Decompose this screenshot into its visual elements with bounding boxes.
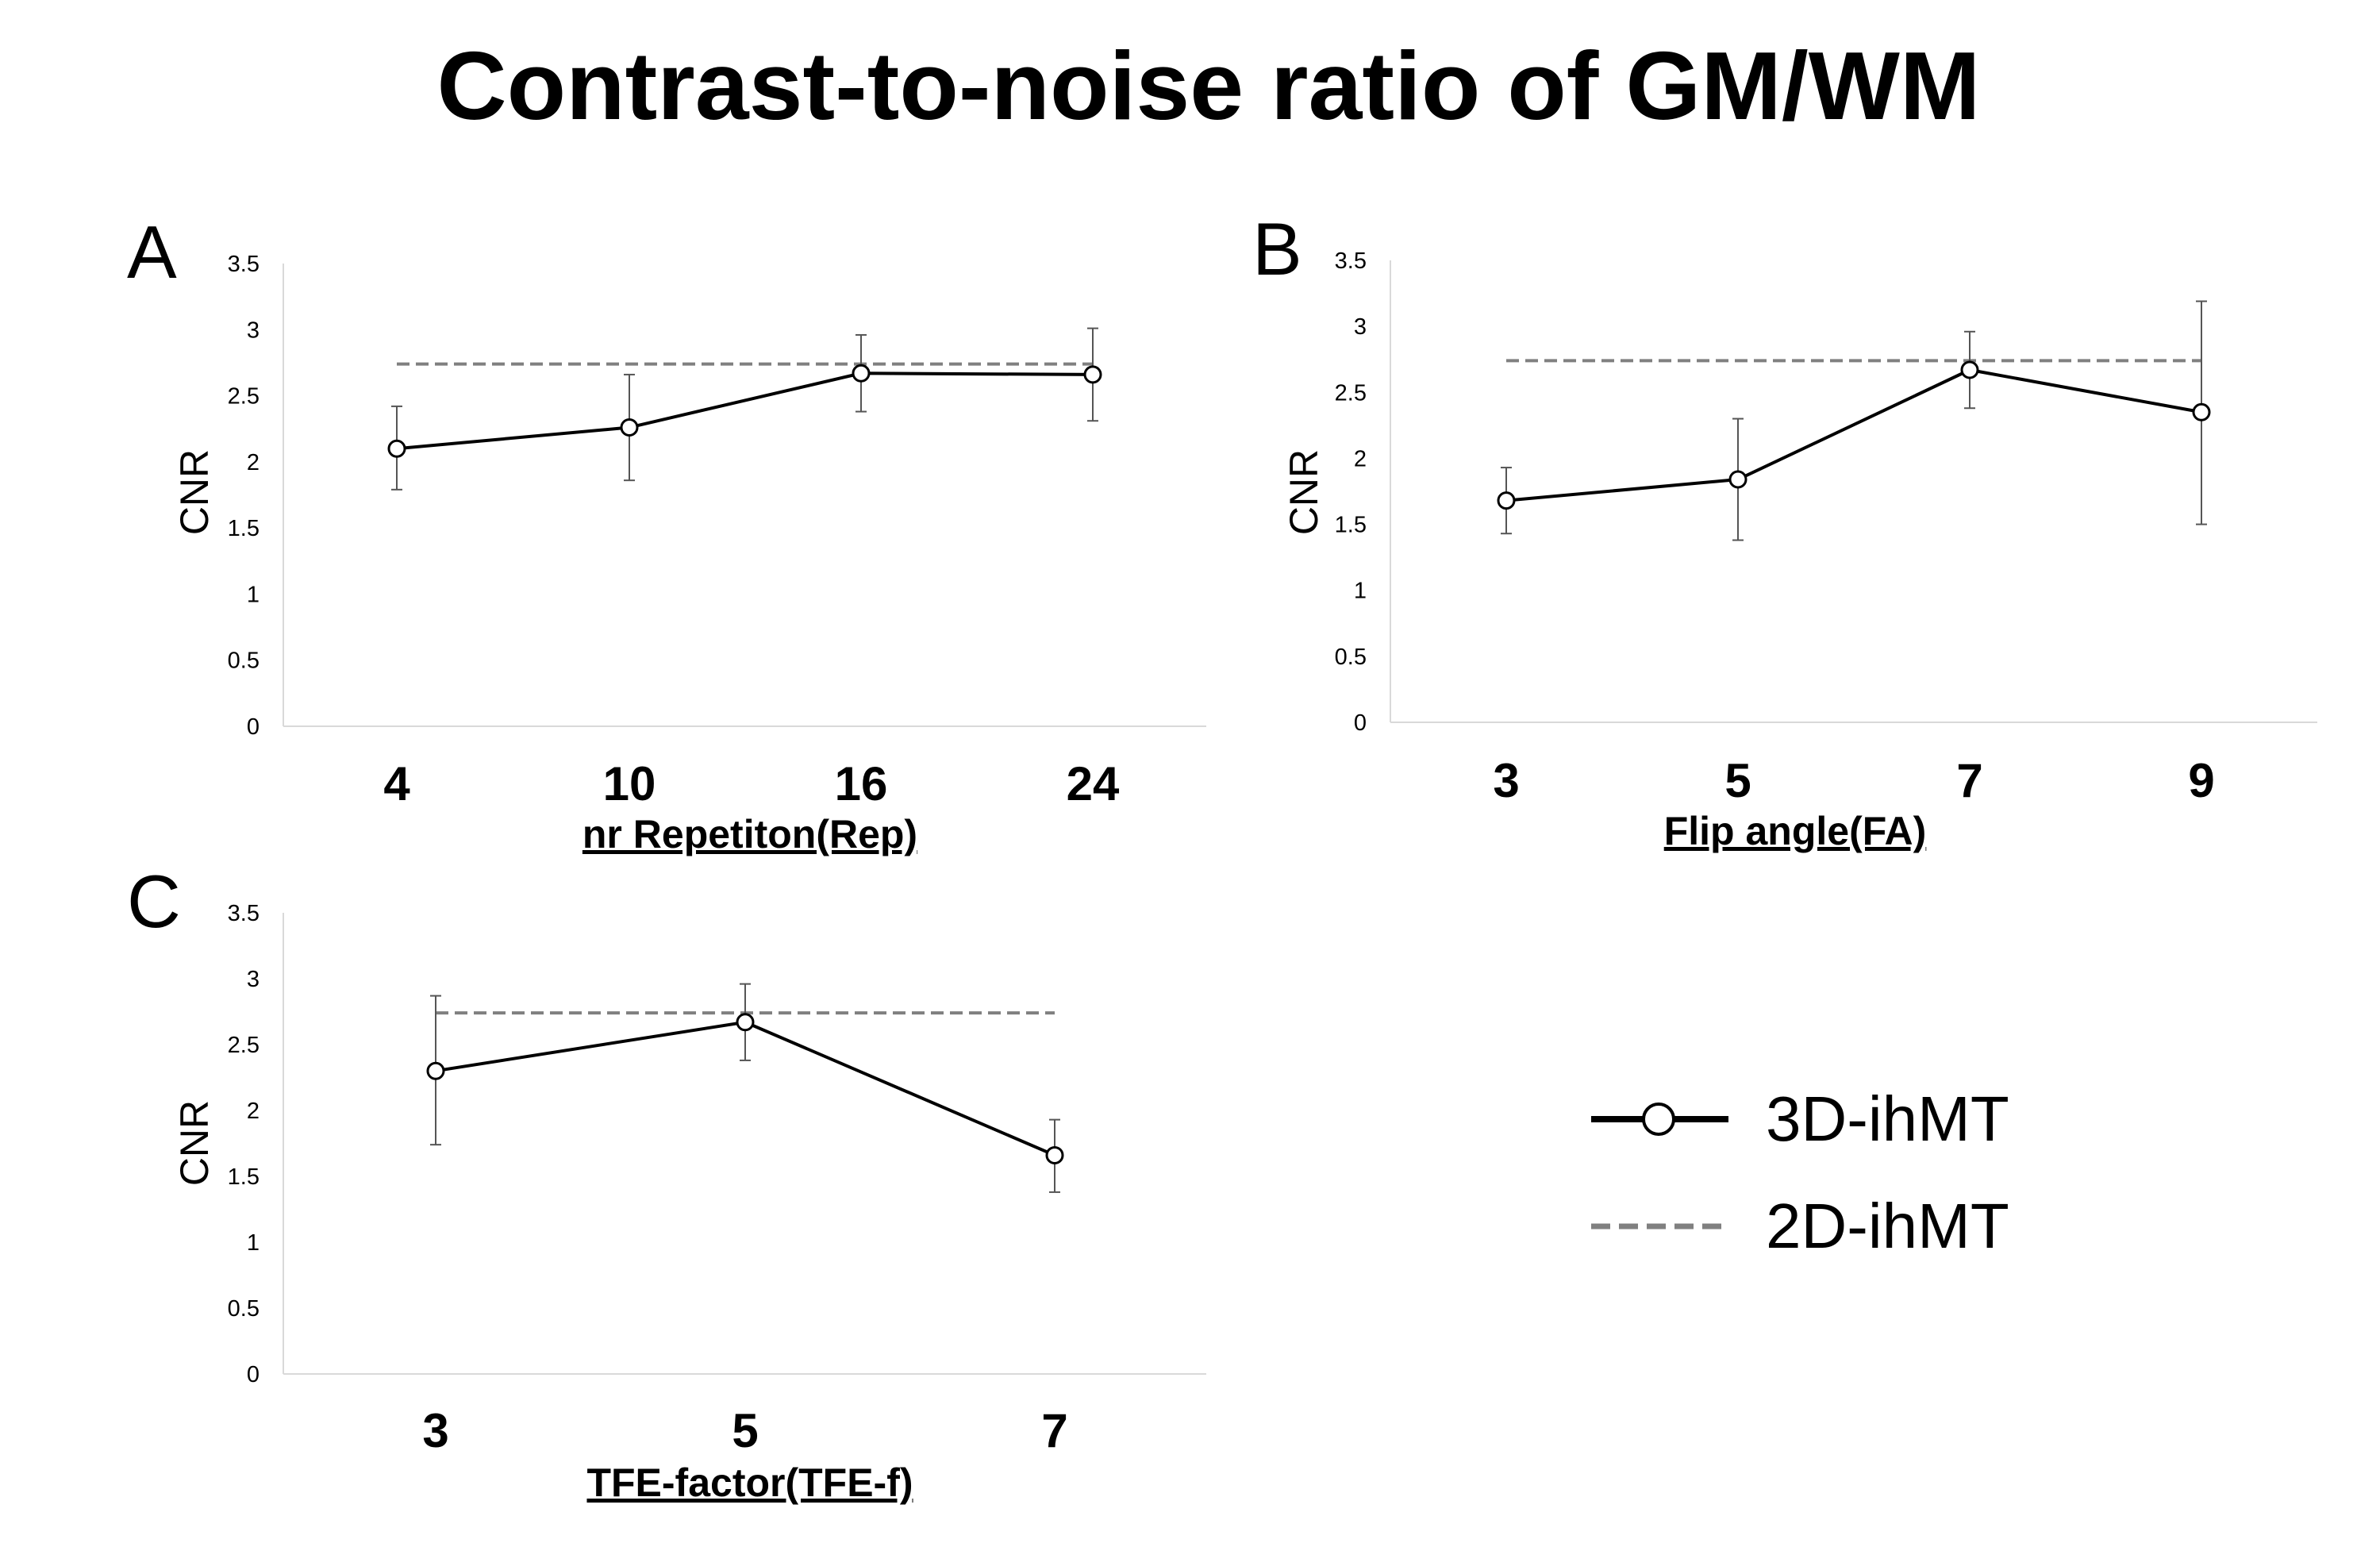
data-point xyxy=(426,1061,445,1080)
x-tick-label: 3 xyxy=(1493,754,1519,807)
y-tick-label: 1 xyxy=(247,582,260,607)
y-tick-label: 1.5 xyxy=(228,1164,260,1190)
x-axis-label: Flip angle(FA) xyxy=(1664,809,1927,853)
x-tick-label: 4 xyxy=(383,757,410,810)
y-axis-label: CNR xyxy=(172,449,217,535)
x-tick-label: 3 xyxy=(422,1404,448,1457)
y-tick-label: 0.5 xyxy=(1335,645,1367,670)
data-point xyxy=(1045,1145,1064,1164)
y-tick-label: 0 xyxy=(1354,710,1367,736)
y-tick-label: 2.5 xyxy=(1335,380,1367,406)
y-tick-label: 3 xyxy=(1354,314,1367,340)
x-tick-label: 16 xyxy=(835,757,888,810)
y-tick-label: 3.5 xyxy=(228,252,260,277)
data-point xyxy=(736,1013,755,1032)
figure-title: Contrast-to-noise ratio of GM/WM xyxy=(436,32,1980,140)
y-axis-label: CNR xyxy=(172,1100,217,1186)
y-tick-label: 2 xyxy=(247,1099,260,1124)
x-tick-label: 5 xyxy=(732,1404,758,1457)
data-point xyxy=(852,364,871,383)
y-tick-label: 0 xyxy=(247,1362,260,1387)
panel-c: C TFE-factor(TFE-f) CNR 0 0.5 1 1.5 2 2.5 3 3.5… xyxy=(127,860,1206,1505)
panel-b: B Flip angle(FA) CNR 0 0.5 1 1.5 2 2.5 3 3.5 3 5 7… xyxy=(1252,207,2317,853)
data-point xyxy=(1497,491,1516,510)
y-tick-label: 1 xyxy=(1354,579,1367,604)
legend-2d-label: 2D-ihMT xyxy=(1766,1191,2009,1261)
series-3d-ihmt-line xyxy=(396,371,1094,451)
y-tick-label: 3 xyxy=(247,317,260,343)
data-point xyxy=(2192,402,2211,421)
x-tick-label: 9 xyxy=(2188,754,2214,807)
data-point xyxy=(1083,365,1102,384)
panel-a: A nr Repetiton(Rep) CNR 0 0.5 1 1.5 2 2.5 3 3.5… xyxy=(127,210,1206,856)
y-tick-label: 3 xyxy=(247,967,260,992)
plot-area: 0 0.5 1 1.5 2 2.5 3 3.5 3 5 7 9 xyxy=(1335,248,2317,807)
y-tick-label: 0.5 xyxy=(228,1296,260,1322)
y-tick-label: 1.5 xyxy=(1335,513,1367,538)
legend-3d-marker xyxy=(1642,1103,1675,1136)
panel-letter: C xyxy=(127,860,181,943)
x-tick-label: 7 xyxy=(1956,754,1982,807)
y-tick-label: 3.5 xyxy=(1335,248,1367,274)
y-tick-label: 0 xyxy=(247,714,260,740)
data-point xyxy=(620,418,639,437)
y-tick-label: 2.5 xyxy=(228,384,260,410)
plot-area: 0 0.5 1 1.5 2 2.5 3 3.5 4 10 16 24 xyxy=(228,252,1206,810)
plot-area: 0 0.5 1 1.5 2 2.5 3 3.5 3 5 7 xyxy=(228,901,1206,1457)
y-tick-label: 1 xyxy=(247,1230,260,1256)
x-tick-label: 7 xyxy=(1041,1404,1067,1457)
x-axis-label: TFE-factor(TFE-f) xyxy=(586,1460,913,1505)
legend-3d-label: 3D-ihMT xyxy=(1766,1083,2009,1154)
data-point xyxy=(387,439,406,458)
panel-letter: B xyxy=(1252,207,1302,291)
y-tick-label: 2.5 xyxy=(228,1033,260,1058)
x-tick-label: 10 xyxy=(603,757,656,810)
x-tick-label: 5 xyxy=(1724,754,1751,807)
series-3d-ihmt-line xyxy=(1505,368,2202,502)
y-tick-label: 3.5 xyxy=(228,901,260,926)
panel-letter: A xyxy=(127,210,177,294)
x-axis-label: nr Repetiton(Rep) xyxy=(583,812,917,856)
data-point xyxy=(1960,360,1979,379)
y-tick-label: 1.5 xyxy=(228,516,260,541)
y-tick-label: 2 xyxy=(247,450,260,475)
y-tick-label: 2 xyxy=(1354,446,1367,471)
x-tick-label: 24 xyxy=(1067,757,1120,810)
y-axis-label: CNR xyxy=(1282,449,1326,535)
data-point xyxy=(1728,470,1748,489)
legend: 3D-ihMT 2D-ihMT xyxy=(1591,1083,2009,1261)
y-tick-label: 0.5 xyxy=(228,648,260,674)
